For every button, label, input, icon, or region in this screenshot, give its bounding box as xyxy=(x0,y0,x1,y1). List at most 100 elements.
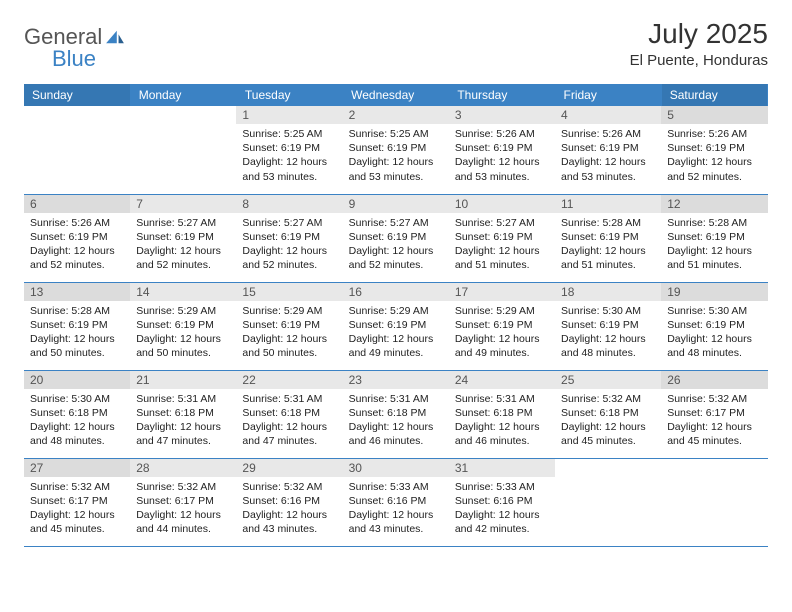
calendar-day-cell: 22Sunrise: 5:31 AMSunset: 6:18 PMDayligh… xyxy=(236,370,342,458)
day-details: Sunrise: 5:29 AMSunset: 6:19 PMDaylight:… xyxy=(236,301,342,364)
calendar-day-cell: 28Sunrise: 5:32 AMSunset: 6:17 PMDayligh… xyxy=(130,458,236,546)
day-details: Sunrise: 5:31 AMSunset: 6:18 PMDaylight:… xyxy=(449,389,555,452)
day-number: 16 xyxy=(343,283,449,301)
day-number: 19 xyxy=(661,283,767,301)
calendar-day-cell: 21Sunrise: 5:31 AMSunset: 6:18 PMDayligh… xyxy=(130,370,236,458)
calendar-day-cell: 11Sunrise: 5:28 AMSunset: 6:19 PMDayligh… xyxy=(555,194,661,282)
day-number: 31 xyxy=(449,459,555,477)
day-number: 13 xyxy=(24,283,130,301)
calendar-day-cell: 13Sunrise: 5:28 AMSunset: 6:19 PMDayligh… xyxy=(24,282,130,370)
calendar-day-cell xyxy=(24,106,130,194)
calendar-week-row: 20Sunrise: 5:30 AMSunset: 6:18 PMDayligh… xyxy=(24,370,768,458)
calendar-day-cell: 29Sunrise: 5:32 AMSunset: 6:16 PMDayligh… xyxy=(236,458,342,546)
calendar-day-cell: 31Sunrise: 5:33 AMSunset: 6:16 PMDayligh… xyxy=(449,458,555,546)
page-title: July 2025 xyxy=(630,18,768,50)
day-number: 2 xyxy=(343,106,449,124)
day-details: Sunrise: 5:32 AMSunset: 6:17 PMDaylight:… xyxy=(130,477,236,540)
day-number: 30 xyxy=(343,459,449,477)
day-number: 12 xyxy=(661,195,767,213)
calendar-day-cell: 16Sunrise: 5:29 AMSunset: 6:19 PMDayligh… xyxy=(343,282,449,370)
day-number: 27 xyxy=(24,459,130,477)
calendar-header-cell: Sunday xyxy=(24,84,130,106)
calendar-day-cell: 10Sunrise: 5:27 AMSunset: 6:19 PMDayligh… xyxy=(449,194,555,282)
day-details: Sunrise: 5:25 AMSunset: 6:19 PMDaylight:… xyxy=(343,124,449,187)
day-details: Sunrise: 5:30 AMSunset: 6:19 PMDaylight:… xyxy=(555,301,661,364)
day-number: 20 xyxy=(24,371,130,389)
calendar-day-cell: 2Sunrise: 5:25 AMSunset: 6:19 PMDaylight… xyxy=(343,106,449,194)
day-details: Sunrise: 5:30 AMSunset: 6:18 PMDaylight:… xyxy=(24,389,130,452)
calendar-table: SundayMondayTuesdayWednesdayThursdayFrid… xyxy=(24,84,768,547)
calendar-day-cell: 6Sunrise: 5:26 AMSunset: 6:19 PMDaylight… xyxy=(24,194,130,282)
day-details: Sunrise: 5:25 AMSunset: 6:19 PMDaylight:… xyxy=(236,124,342,187)
logo-text-blue: Blue xyxy=(52,46,126,72)
logo: GeneralBlue xyxy=(24,24,126,72)
calendar-header-cell: Thursday xyxy=(449,84,555,106)
day-number: 23 xyxy=(343,371,449,389)
calendar-day-cell: 19Sunrise: 5:30 AMSunset: 6:19 PMDayligh… xyxy=(661,282,767,370)
day-number: 4 xyxy=(555,106,661,124)
day-number: 26 xyxy=(661,371,767,389)
day-details: Sunrise: 5:26 AMSunset: 6:19 PMDaylight:… xyxy=(449,124,555,187)
calendar-day-cell: 20Sunrise: 5:30 AMSunset: 6:18 PMDayligh… xyxy=(24,370,130,458)
page-subtitle: El Puente, Honduras xyxy=(630,52,768,69)
calendar-week-row: 1Sunrise: 5:25 AMSunset: 6:19 PMDaylight… xyxy=(24,106,768,194)
day-number: 24 xyxy=(449,371,555,389)
calendar-header-cell: Monday xyxy=(130,84,236,106)
calendar-day-cell: 12Sunrise: 5:28 AMSunset: 6:19 PMDayligh… xyxy=(661,194,767,282)
day-details: Sunrise: 5:32 AMSunset: 6:17 PMDaylight:… xyxy=(24,477,130,540)
day-details: Sunrise: 5:28 AMSunset: 6:19 PMDaylight:… xyxy=(661,213,767,276)
calendar-day-cell: 18Sunrise: 5:30 AMSunset: 6:19 PMDayligh… xyxy=(555,282,661,370)
calendar-header-cell: Friday xyxy=(555,84,661,106)
day-number: 29 xyxy=(236,459,342,477)
calendar-header-cell: Wednesday xyxy=(343,84,449,106)
day-details: Sunrise: 5:31 AMSunset: 6:18 PMDaylight:… xyxy=(130,389,236,452)
day-details: Sunrise: 5:26 AMSunset: 6:19 PMDaylight:… xyxy=(24,213,130,276)
calendar-day-cell: 14Sunrise: 5:29 AMSunset: 6:19 PMDayligh… xyxy=(130,282,236,370)
calendar-day-cell: 25Sunrise: 5:32 AMSunset: 6:18 PMDayligh… xyxy=(555,370,661,458)
calendar-day-cell xyxy=(555,458,661,546)
header: GeneralBlue July 2025 El Puente, Hondura… xyxy=(24,18,768,72)
day-details: Sunrise: 5:31 AMSunset: 6:18 PMDaylight:… xyxy=(236,389,342,452)
calendar-header-cell: Tuesday xyxy=(236,84,342,106)
calendar-day-cell: 15Sunrise: 5:29 AMSunset: 6:19 PMDayligh… xyxy=(236,282,342,370)
day-number: 10 xyxy=(449,195,555,213)
calendar-day-cell: 5Sunrise: 5:26 AMSunset: 6:19 PMDaylight… xyxy=(661,106,767,194)
day-details: Sunrise: 5:27 AMSunset: 6:19 PMDaylight:… xyxy=(449,213,555,276)
calendar-day-cell: 27Sunrise: 5:32 AMSunset: 6:17 PMDayligh… xyxy=(24,458,130,546)
calendar-day-cell: 23Sunrise: 5:31 AMSunset: 6:18 PMDayligh… xyxy=(343,370,449,458)
calendar-day-cell xyxy=(661,458,767,546)
calendar-day-cell: 7Sunrise: 5:27 AMSunset: 6:19 PMDaylight… xyxy=(130,194,236,282)
day-number: 15 xyxy=(236,283,342,301)
day-details: Sunrise: 5:27 AMSunset: 6:19 PMDaylight:… xyxy=(130,213,236,276)
calendar-day-cell: 9Sunrise: 5:27 AMSunset: 6:19 PMDaylight… xyxy=(343,194,449,282)
calendar-header-row: SundayMondayTuesdayWednesdayThursdayFrid… xyxy=(24,84,768,106)
day-number: 25 xyxy=(555,371,661,389)
logo-sail-icon xyxy=(104,29,126,45)
day-details: Sunrise: 5:28 AMSunset: 6:19 PMDaylight:… xyxy=(24,301,130,364)
calendar-day-cell: 4Sunrise: 5:26 AMSunset: 6:19 PMDaylight… xyxy=(555,106,661,194)
day-details: Sunrise: 5:31 AMSunset: 6:18 PMDaylight:… xyxy=(343,389,449,452)
day-details: Sunrise: 5:30 AMSunset: 6:19 PMDaylight:… xyxy=(661,301,767,364)
day-number: 9 xyxy=(343,195,449,213)
title-block: July 2025 El Puente, Honduras xyxy=(630,18,768,69)
day-number: 22 xyxy=(236,371,342,389)
day-details: Sunrise: 5:29 AMSunset: 6:19 PMDaylight:… xyxy=(343,301,449,364)
day-number: 1 xyxy=(236,106,342,124)
day-number: 5 xyxy=(661,106,767,124)
day-details: Sunrise: 5:26 AMSunset: 6:19 PMDaylight:… xyxy=(661,124,767,187)
day-details: Sunrise: 5:33 AMSunset: 6:16 PMDaylight:… xyxy=(343,477,449,540)
day-number: 14 xyxy=(130,283,236,301)
day-number: 17 xyxy=(449,283,555,301)
day-number: 18 xyxy=(555,283,661,301)
day-details: Sunrise: 5:32 AMSunset: 6:16 PMDaylight:… xyxy=(236,477,342,540)
day-number: 7 xyxy=(130,195,236,213)
day-number: 21 xyxy=(130,371,236,389)
day-details: Sunrise: 5:29 AMSunset: 6:19 PMDaylight:… xyxy=(130,301,236,364)
day-details: Sunrise: 5:29 AMSunset: 6:19 PMDaylight:… xyxy=(449,301,555,364)
day-number: 6 xyxy=(24,195,130,213)
calendar-header-cell: Saturday xyxy=(661,84,767,106)
day-number: 11 xyxy=(555,195,661,213)
day-details: Sunrise: 5:28 AMSunset: 6:19 PMDaylight:… xyxy=(555,213,661,276)
calendar-week-row: 6Sunrise: 5:26 AMSunset: 6:19 PMDaylight… xyxy=(24,194,768,282)
calendar-day-cell xyxy=(130,106,236,194)
